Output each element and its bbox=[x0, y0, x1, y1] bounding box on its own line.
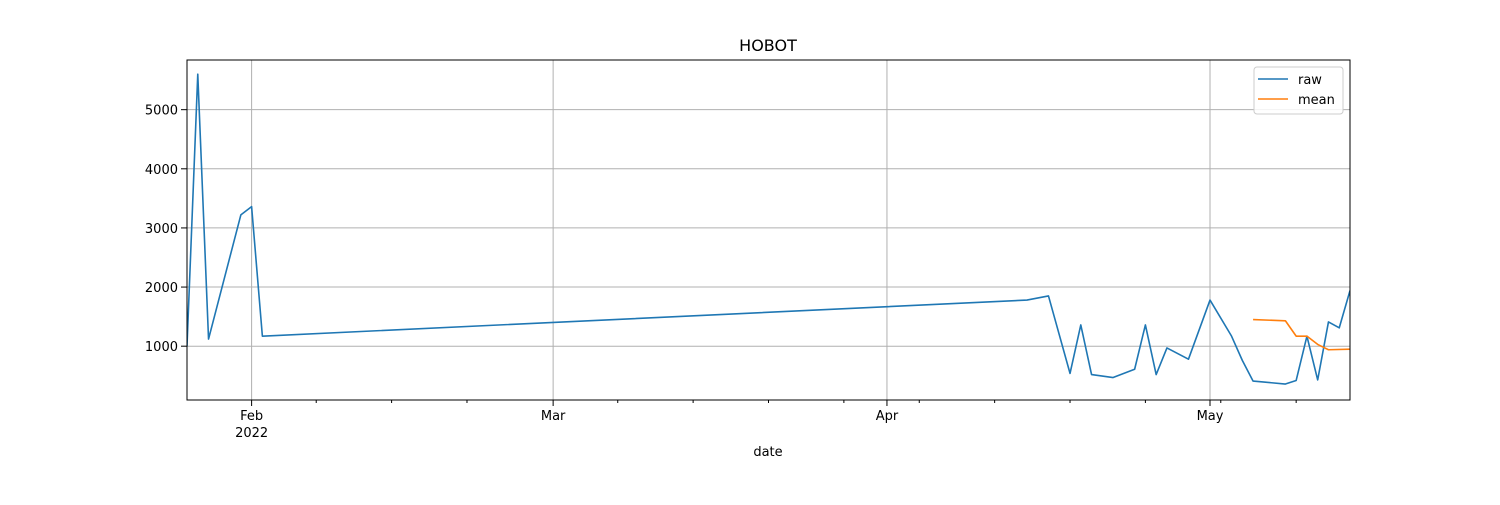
series-layer bbox=[187, 73, 1350, 385]
series-line-raw bbox=[187, 73, 1350, 385]
x-tick-label: May bbox=[1197, 409, 1224, 424]
y-tick-label: 1000 bbox=[145, 340, 178, 355]
plot-frame bbox=[186, 59, 1351, 401]
y-tick-label: 5000 bbox=[145, 104, 178, 119]
y-axis: 1000 2000 3000 4000 5000 bbox=[145, 104, 187, 355]
y-tick-label: 3000 bbox=[145, 222, 178, 237]
y-tick-label: 2000 bbox=[145, 281, 178, 296]
x-tick-label: Feb bbox=[240, 409, 263, 424]
x-tick-sublabel: 2022 bbox=[235, 426, 268, 441]
x-axis: Feb 2022 Mar Apr May bbox=[235, 400, 1297, 441]
x-tick-label: Apr bbox=[876, 409, 899, 424]
legend-label-raw: raw bbox=[1298, 73, 1322, 88]
chart-title: HOBOT bbox=[739, 36, 797, 55]
x-axis-label: date bbox=[753, 445, 782, 460]
legend: raw mean bbox=[1253, 66, 1344, 115]
series-line-mean bbox=[1253, 318, 1350, 351]
x-tick-label: Mar bbox=[541, 409, 566, 424]
legend-label-mean: mean bbox=[1298, 93, 1335, 108]
grid-layer bbox=[187, 60, 1350, 400]
y-tick-label: 4000 bbox=[145, 163, 178, 178]
